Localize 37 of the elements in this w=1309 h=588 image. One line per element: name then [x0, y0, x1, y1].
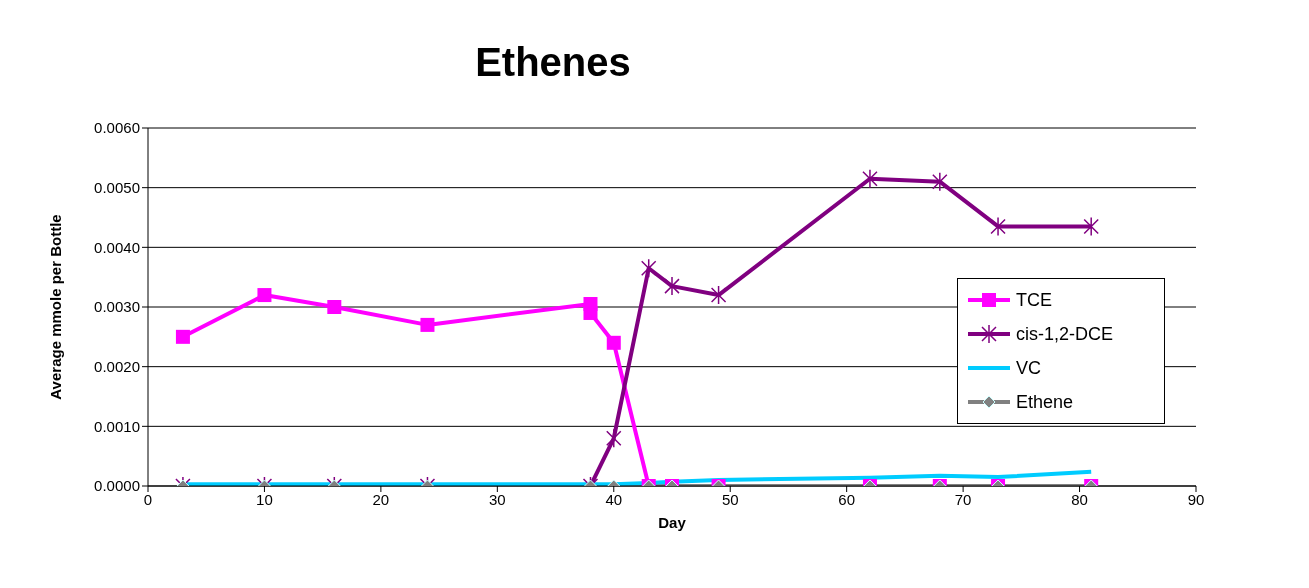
point [664, 276, 680, 296]
y-tick-label: 0.0050 [94, 178, 140, 196]
point [583, 305, 598, 320]
x-tick-label: 60 [838, 490, 856, 508]
point [1083, 216, 1099, 237]
point [606, 335, 621, 350]
y-tick-label: 0.0040 [94, 238, 140, 256]
y-tick-label: 0.0060 [94, 119, 140, 137]
y-tick-label: 0.0010 [94, 417, 140, 435]
point [420, 317, 435, 332]
x-tick-label: 50 [721, 490, 739, 508]
x-tick-label: 10 [256, 490, 273, 508]
legend-label: VC [1016, 357, 1042, 379]
x-tick-label: 0 [143, 490, 153, 508]
point [257, 288, 272, 303]
point [327, 300, 342, 314]
point [862, 168, 878, 189]
point [640, 258, 657, 278]
x-tick-label: 40 [605, 490, 623, 508]
point [932, 171, 948, 192]
y-tick-label: 0.0030 [94, 298, 140, 316]
x-tick-label: 70 [954, 490, 972, 508]
chart-title: Ethenes [474, 40, 632, 85]
x-tick-label: 30 [488, 490, 506, 508]
x-tick-label: 20 [372, 490, 390, 508]
point [175, 329, 190, 344]
legend-label: cis-1,2-DCE [1016, 323, 1114, 345]
y-tick-label: 0.0000 [94, 477, 140, 495]
x-tick-label: 80 [1071, 490, 1088, 508]
x-tick-label: 90 [1187, 490, 1205, 508]
legend-label: TCE [1016, 289, 1052, 311]
y-tick-label: 0.0020 [94, 357, 140, 375]
point [710, 285, 727, 305]
y-axis-title: Average mmole per Bottle [47, 214, 65, 400]
x-axis-title: Day [658, 514, 687, 531]
legend-label: Ethene [1016, 391, 1074, 413]
point [990, 216, 1006, 237]
